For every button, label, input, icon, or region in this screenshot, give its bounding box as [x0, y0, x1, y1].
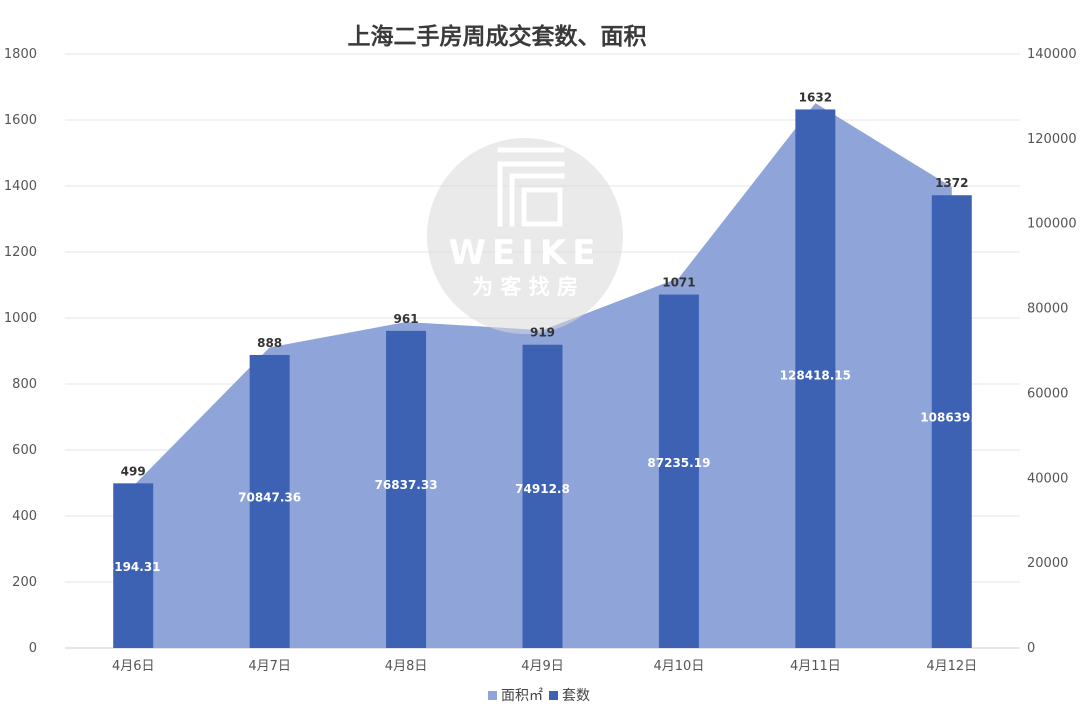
x-tick-label: 4月10日: [654, 659, 705, 674]
area-data-label: 70847.36: [238, 491, 301, 505]
y-right-tick-label: 120000: [1027, 132, 1077, 147]
chart-title: 上海二手房周成交套数、面积: [348, 23, 647, 50]
y-left-tick-label: 1400: [4, 179, 37, 194]
x-tick-label: 4月12日: [926, 659, 977, 674]
y-left-tick-label: 0: [29, 641, 37, 656]
bar-data-label: 919: [530, 326, 555, 340]
house-logo-icon: [497, 147, 565, 227]
bar-data-labels: 499 888 961 919 1071 1632 1372: [121, 90, 969, 478]
watermark-subtitle: 为 客 找 房: [472, 275, 578, 299]
bar: [931, 195, 972, 649]
area-data-label: 87235.19: [647, 456, 710, 470]
bar-data-label: 499: [121, 464, 146, 478]
y-right-tick-label: 80000: [1027, 302, 1068, 317]
y-right-tick-label: 140000: [1027, 47, 1077, 62]
legend-label-bar: 套数: [562, 688, 590, 704]
y-left-tick-label: 1000: [4, 311, 37, 326]
y-left-tick-label: 800: [12, 377, 37, 392]
y-right-tick-label: 40000: [1027, 471, 1068, 486]
y-left-tick-label: 1800: [4, 47, 37, 62]
y-right-tick-label: 20000: [1027, 556, 1068, 571]
area-data-label: 128418.15: [780, 369, 851, 383]
x-tick-label: 4月7日: [248, 659, 291, 674]
bar-data-label: 1372: [935, 176, 968, 190]
bar-series: [113, 109, 972, 649]
bar: [522, 344, 563, 648]
bar: [795, 109, 836, 648]
y-left-tick-label: 200: [12, 575, 37, 590]
legend-swatch-bar: [549, 691, 558, 700]
area-data-label: 8194.31: [106, 560, 161, 574]
y-left-tick-label: 600: [12, 443, 37, 458]
y-right-tick-label: 0: [1027, 641, 1035, 656]
bar: [113, 483, 154, 648]
bar: [658, 294, 699, 648]
x-tick-label: 4月9日: [521, 659, 564, 674]
y-right-tick-label: 60000: [1027, 386, 1068, 401]
bar-data-label: 1632: [799, 90, 832, 104]
watermark: WEIKE 为 客 找 房: [427, 138, 623, 334]
area-data-label: 74912.8: [515, 482, 570, 496]
area-data-label: 108639.4: [920, 411, 983, 425]
area-data-labels: 8194.31 70847.36 76837.33 74912.8 87235.19 12…: [106, 369, 983, 574]
legend: 面积㎡ 套数: [488, 688, 590, 704]
y-axis-right: 0 20000 40000 60000 80000 100000 120000 140000: [1027, 47, 1077, 656]
x-axis: 4月6日 4月7日 4月8日 4月9日 4月10日 4月11日 4月12日: [112, 659, 977, 674]
bar: [249, 354, 290, 648]
y-left-tick-label: 1600: [4, 113, 37, 128]
x-tick-label: 4月11日: [790, 659, 841, 674]
x-tick-label: 4月8日: [385, 659, 428, 674]
y-left-tick-label: 400: [12, 509, 37, 524]
legend-swatch-area: [488, 691, 497, 700]
area-data-label: 76837.33: [375, 478, 438, 492]
watermark-circle: [427, 138, 623, 334]
bar-data-label: 961: [394, 312, 419, 326]
y-left-tick-label: 1200: [4, 245, 37, 260]
watermark-brand: WEIKE: [449, 233, 602, 273]
bar: [386, 330, 427, 648]
y-right-tick-label: 100000: [1027, 217, 1077, 232]
y-axis-left: 0 200 400 600 800 1000 1200 1400 1600 1800: [4, 47, 37, 656]
legend-label-area: 面积㎡: [501, 688, 543, 704]
bar-data-label: 1071: [662, 276, 695, 290]
x-tick-label: 4月6日: [112, 659, 155, 674]
bar-data-label: 888: [257, 336, 282, 350]
